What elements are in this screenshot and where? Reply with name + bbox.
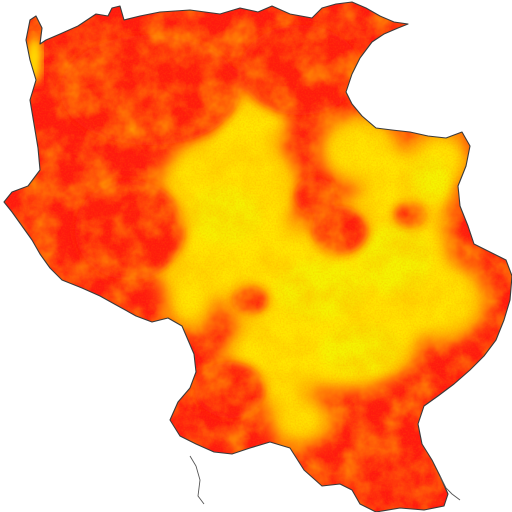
border-line-southeast <box>439 475 461 501</box>
border-line-south <box>189 455 205 505</box>
